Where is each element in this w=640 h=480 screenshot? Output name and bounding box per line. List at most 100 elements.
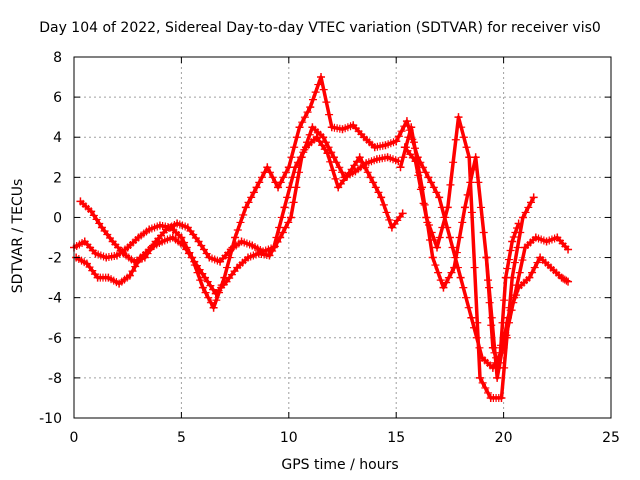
data-point-marker <box>295 168 304 177</box>
data-point-marker <box>283 193 292 202</box>
data-point-marker <box>506 246 515 255</box>
data-point-marker <box>225 253 234 262</box>
data-point-marker <box>196 276 205 285</box>
data-point <box>252 183 261 192</box>
data-point-marker <box>350 161 359 170</box>
data-point <box>396 163 405 172</box>
data-point-marker <box>146 245 155 254</box>
series-4 <box>392 117 573 372</box>
data-point <box>460 203 469 212</box>
data-point <box>508 237 517 246</box>
data-point <box>179 241 188 250</box>
data-point <box>564 277 573 286</box>
data-point-marker <box>276 178 285 187</box>
data-point-marker <box>478 378 487 387</box>
data-point <box>445 233 454 242</box>
data-point-marker <box>462 293 471 302</box>
data-point-marker <box>249 188 258 197</box>
data-point-marker <box>128 267 137 276</box>
data-point-marker <box>314 80 323 89</box>
data-point-marker <box>275 223 284 232</box>
data-point <box>377 193 386 202</box>
data-point-marker <box>255 178 264 187</box>
y-tick-label: -2 <box>48 251 62 267</box>
data-point-marker <box>204 293 213 302</box>
data-point-marker <box>484 388 493 397</box>
data-point-marker <box>492 353 501 362</box>
data-point-marker <box>394 132 403 141</box>
y-tick-label: 0 <box>53 210 62 226</box>
data-point-marker <box>496 341 505 350</box>
data-point-marker <box>464 303 473 312</box>
data-point-marker <box>206 281 215 290</box>
data-point-marker <box>289 198 298 207</box>
data-point-marker <box>510 258 519 267</box>
data-point-marker <box>363 168 372 177</box>
data-point-marker <box>477 203 486 212</box>
data-point-marker <box>195 265 204 274</box>
y-tick-label: -6 <box>48 331 62 347</box>
data-point-marker <box>404 133 413 142</box>
data-point-marker <box>192 261 201 270</box>
data-point-marker <box>416 185 425 194</box>
data-point <box>488 343 497 352</box>
data-point-marker <box>287 153 296 162</box>
data-point <box>456 273 465 282</box>
data-point-marker <box>449 158 458 167</box>
data-point-marker <box>244 198 253 207</box>
data-point <box>295 123 304 132</box>
series-track <box>394 119 570 370</box>
data-point-marker <box>528 268 537 277</box>
data-point-marker <box>293 158 302 167</box>
data-point-marker <box>337 168 346 177</box>
data-point-marker <box>143 249 152 258</box>
chart-title: Day 104 of 2022, Sidereal Day-to-day VTE… <box>39 20 601 36</box>
plot-frame <box>73 56 612 419</box>
data-point-marker <box>290 143 299 152</box>
data-point-marker <box>187 253 196 262</box>
data-point-marker <box>442 278 451 287</box>
data-point-marker <box>292 133 301 142</box>
data-point <box>269 243 278 252</box>
data-point-marker <box>470 263 479 272</box>
data-point-marker <box>427 178 436 187</box>
y-tick-label: 4 <box>53 130 62 146</box>
data-point-marker <box>320 145 329 154</box>
data-point-marker <box>479 228 488 237</box>
data-point-marker <box>233 225 242 234</box>
data-point-marker <box>352 157 361 166</box>
data-point-marker <box>95 219 104 228</box>
data-point-marker <box>308 95 317 104</box>
data-point-marker <box>490 348 499 357</box>
data-point-marker <box>503 264 512 273</box>
data-point <box>564 245 573 254</box>
x-tick-label: 15 <box>387 430 405 446</box>
data-point-marker <box>452 248 461 257</box>
data-point-marker <box>299 148 308 157</box>
data-point-marker <box>279 173 288 182</box>
data-point <box>317 73 326 82</box>
data-point-marker <box>298 118 307 127</box>
data-point-marker <box>533 258 542 267</box>
data-point-marker <box>451 135 460 144</box>
data-point <box>433 243 442 252</box>
series-7 <box>482 219 523 372</box>
data-point-marker <box>296 153 305 162</box>
data-point-marker <box>358 158 367 167</box>
data-point-marker <box>315 137 324 146</box>
data-point <box>411 157 420 166</box>
data-point <box>424 173 433 182</box>
data-point-marker <box>429 183 438 192</box>
data-point <box>495 363 504 372</box>
data-point-marker <box>209 285 218 294</box>
data-point <box>209 303 218 312</box>
data-point-marker <box>379 200 388 209</box>
data-point-marker <box>462 143 471 152</box>
data-point <box>518 213 527 222</box>
data-point-marker <box>197 241 206 250</box>
series-track <box>398 125 569 380</box>
data-point <box>465 153 474 162</box>
data-point-marker <box>331 174 340 183</box>
data-point-marker <box>92 215 101 224</box>
